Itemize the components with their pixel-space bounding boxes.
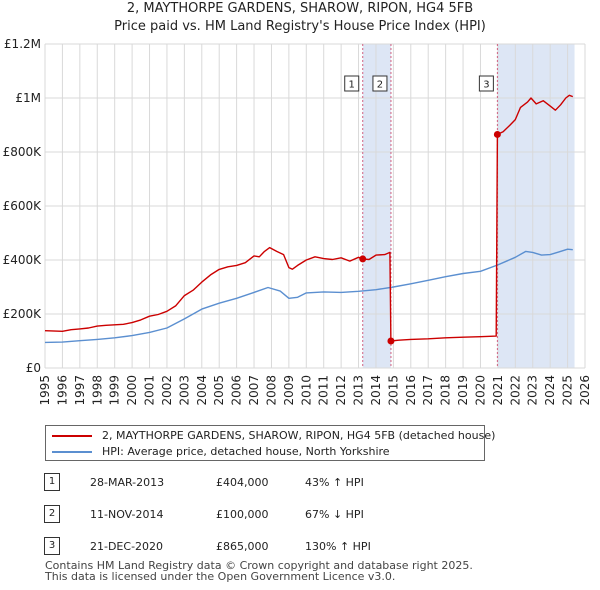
- sale-hpi-change: 130% ↑ HPI: [305, 540, 371, 553]
- sale-price: £404,000: [216, 476, 269, 489]
- sale-date: 28-MAR-2013: [90, 476, 165, 489]
- chart-title-subtitle: Price paid vs. HM Land Registry's House …: [114, 19, 486, 34]
- x-tick-label: 2008: [264, 375, 278, 406]
- x-tick-label: 2002: [160, 375, 174, 406]
- x-tick-label: 1996: [55, 375, 69, 406]
- x-tick-label: 2003: [177, 375, 191, 406]
- sale-point: [387, 337, 395, 345]
- legend-label-property: 2, MAYTHORPE GARDENS, SHAROW, RIPON, HG4…: [102, 429, 496, 442]
- x-tick-label: 2014: [369, 375, 383, 406]
- property-price-line: [44, 94, 574, 342]
- sale-price: £100,000: [216, 508, 269, 521]
- sale-badge: 3: [44, 537, 60, 555]
- x-tick-label: 2022: [508, 375, 522, 406]
- x-tick-label: 2012: [334, 375, 348, 406]
- sale-hpi-change: 67% ↓ HPI: [305, 508, 364, 521]
- y-tick-label: £400K: [3, 253, 43, 267]
- legend-swatch-hpi: [52, 451, 92, 453]
- x-tick-label: 1999: [108, 375, 122, 406]
- legend-label-hpi: HPI: Average price, detached house, Nort…: [102, 445, 390, 458]
- sale-hpi-change: 43% ↑ HPI: [305, 476, 364, 489]
- sale-point: [359, 255, 367, 263]
- sale-badge: 1: [44, 473, 60, 491]
- y-tick-label: £0: [26, 361, 41, 375]
- x-tick-label: 2007: [247, 375, 261, 406]
- sale-row-2: 2 11-NOV-2014 £100,000 67% ↓ HPI: [0, 505, 600, 525]
- y-tick-label: £1.2M: [4, 37, 41, 51]
- footer-copyright: Contains HM Land Registry data © Crown c…: [45, 559, 473, 572]
- x-tick-label: 2019: [456, 375, 470, 406]
- sale-row-1: 1 28-MAR-2013 £404,000 43% ↑ HPI: [0, 473, 600, 493]
- chart-title-address: 2, MAYTHORPE GARDENS, SHAROW, RIPON, HG4…: [126, 1, 474, 16]
- sale-marker-box: [372, 75, 388, 92]
- x-tick-label: 2011: [317, 375, 331, 406]
- sale-marker-label: 3: [483, 80, 489, 91]
- x-tick-label: 2001: [143, 375, 157, 406]
- y-tick-label: £1M: [15, 91, 41, 105]
- sale-date: 11-NOV-2014: [90, 508, 164, 521]
- x-tick-label: 2005: [212, 375, 226, 406]
- x-tick-label: 2020: [473, 375, 487, 406]
- x-tick-label: 2000: [125, 375, 139, 406]
- x-tick-label: 2017: [421, 375, 435, 406]
- sale-marker-box: [478, 75, 494, 92]
- x-tick-label: 2021: [491, 375, 505, 406]
- sale-badge: 2: [44, 505, 60, 523]
- x-tick-label: 2018: [439, 375, 453, 406]
- x-tick-label: 1998: [90, 375, 104, 406]
- x-tick-label: 2025: [561, 375, 575, 406]
- x-tick-label: 2006: [230, 375, 244, 406]
- chart-legend: 2, MAYTHORPE GARDENS, SHAROW, RIPON, HG4…: [45, 425, 495, 461]
- legend-swatch-property: [52, 435, 92, 437]
- x-tick-label: 2024: [543, 375, 557, 406]
- x-tick-label: 2013: [352, 375, 366, 406]
- y-tick-label: £800K: [3, 145, 43, 159]
- footer-licence: This data is licensed under the Open Gov…: [45, 570, 396, 583]
- y-tick-label: £600K: [3, 199, 43, 213]
- x-tick-label: 2026: [578, 375, 592, 406]
- hpi-line: [44, 248, 573, 344]
- x-tick-label: 1995: [38, 375, 52, 406]
- sale-price: £865,000: [216, 540, 269, 553]
- sale-row-3: 3 21-DEC-2020 £865,000 130% ↑ HPI: [0, 537, 600, 557]
- sale-marker-label: 2: [377, 80, 383, 91]
- x-tick-label: 2016: [404, 375, 418, 406]
- x-tick-label: 2004: [195, 375, 209, 406]
- sale-date: 21-DEC-2020: [90, 540, 164, 553]
- x-tick-label: 2015: [386, 375, 400, 406]
- sale-marker-label: 1: [349, 80, 355, 91]
- footer-attribution: Contains HM Land Registry data © Crown c…: [45, 560, 473, 582]
- sale-point: [493, 130, 501, 138]
- x-tick-label: 2009: [282, 375, 296, 406]
- x-tick-label: 1997: [73, 375, 87, 406]
- x-tick-label: 2023: [526, 375, 540, 406]
- y-tick-label: £200K: [3, 307, 43, 321]
- x-tick-label: 2010: [299, 375, 313, 406]
- sale-marker-box: [344, 75, 360, 92]
